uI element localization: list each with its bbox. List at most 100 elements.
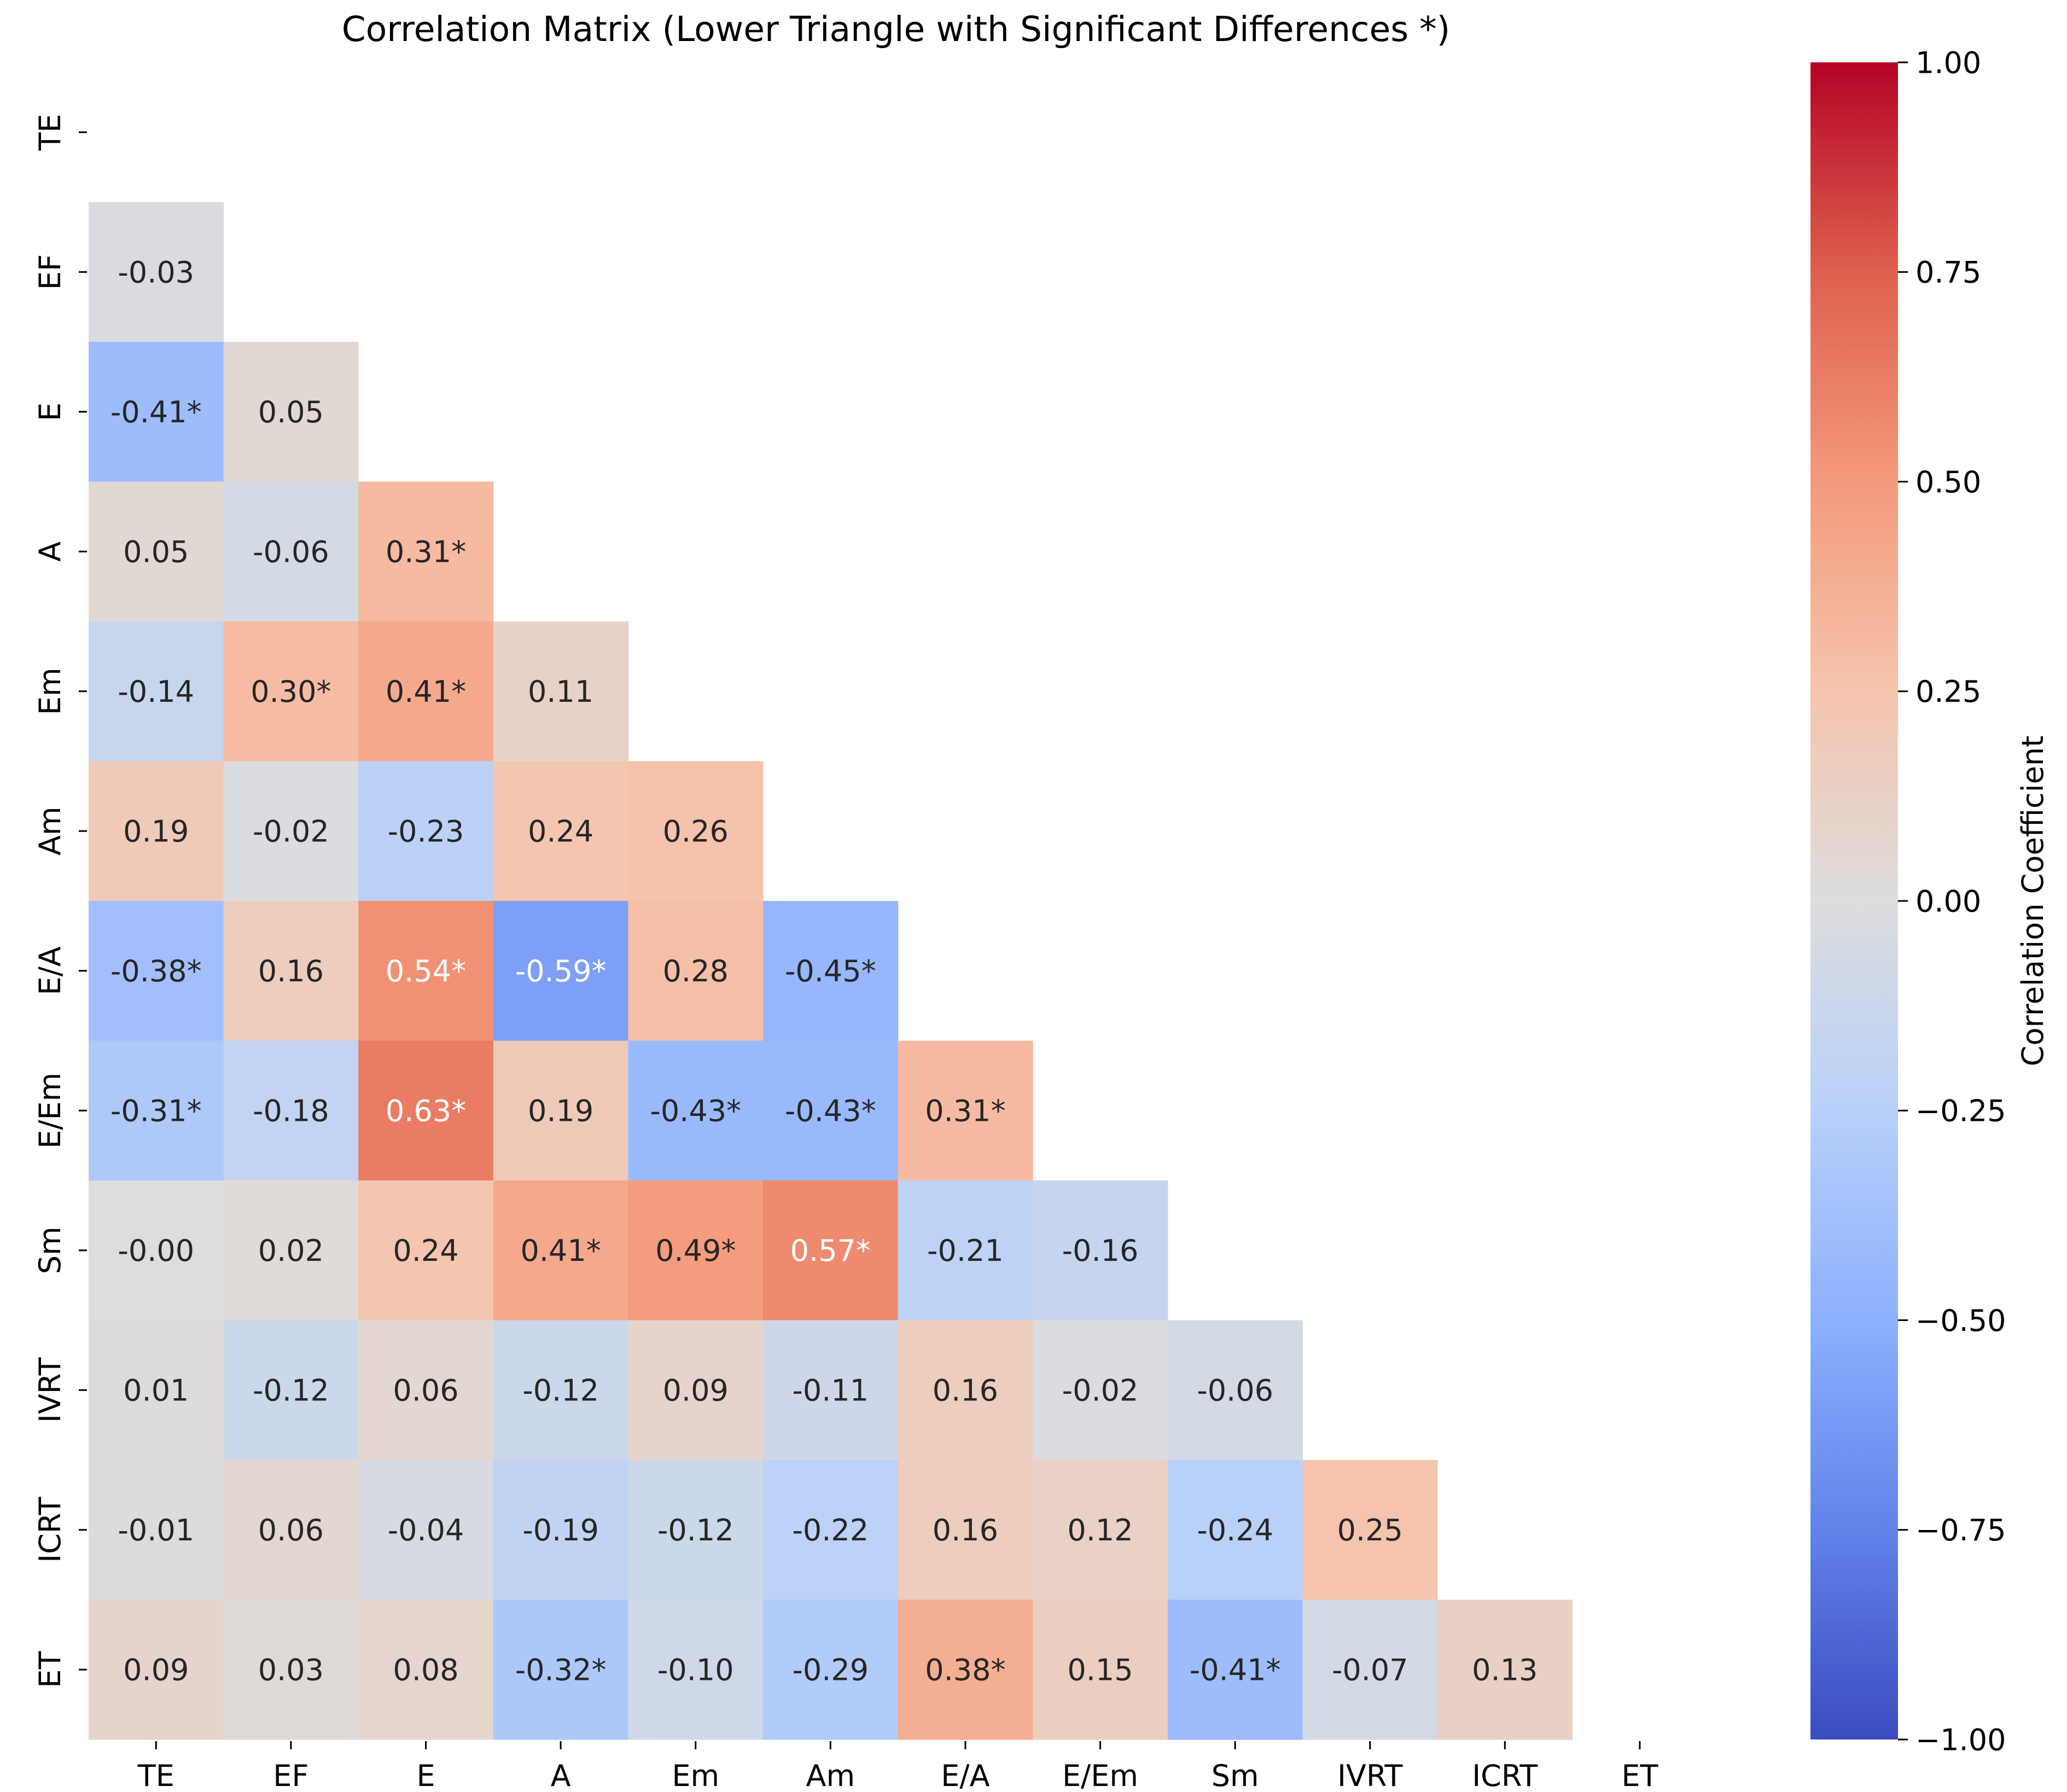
x-tick-label-EF: EF <box>273 1759 308 1792</box>
x-tick-label-A: A <box>551 1759 571 1792</box>
cell-annotation-ICRT-TE: -0.01 <box>118 1513 194 1547</box>
cell-annotation-ICRT-Sm: -0.24 <box>1197 1513 1273 1547</box>
cell-annotation-Am-Em: 0.26 <box>663 814 729 849</box>
heatmap-cell-Sm-E/Em <box>1033 1180 1168 1321</box>
y-axis-tick-labels: TE EF E A Em Am E/A E/Em Sm IVRT ICRT ET <box>33 114 87 1688</box>
heatmap-cell-E/Em-Am <box>763 1040 899 1181</box>
cell-annotation-Am-EF: -0.02 <box>253 814 329 849</box>
cell-annotation-Sm-EF: 0.02 <box>258 1234 324 1268</box>
heatmap-cell-E/A-Am <box>763 901 899 1042</box>
heatmap-cell-E/A-A <box>493 901 628 1042</box>
heatmap-cell-Am-Em <box>628 761 764 901</box>
heatmap-cell-E/Em-E/A <box>898 1040 1033 1181</box>
colorbar-tick-label: −0.25 <box>1915 1094 2006 1128</box>
cell-annotation-E/A-Am: -0.45* <box>785 954 876 988</box>
cell-annotation-E/Em-A: 0.19 <box>528 1094 593 1128</box>
cell-annotation-E-EF: 0.05 <box>258 395 324 429</box>
heatmap-cell-ICRT-Sm <box>1167 1460 1303 1601</box>
x-tick-label-E: E <box>416 1759 435 1792</box>
y-tick-label-Em: Em <box>33 667 67 715</box>
heatmap-cell-E/A-E <box>358 901 494 1042</box>
y-tick-label-ET: ET <box>33 1651 67 1688</box>
colorbar-tick-label: 0.50 <box>1915 465 1981 499</box>
y-tick-label-EF: EF <box>33 254 67 290</box>
heatmap-cell-IVRT-A <box>493 1320 628 1461</box>
y-tick-label-A: A <box>33 542 67 562</box>
heatmap-cell-ET-EF <box>223 1599 359 1740</box>
cell-annotation-ET-EF: 0.03 <box>258 1653 324 1688</box>
heatmap-cell-Sm-Am <box>763 1180 899 1321</box>
cell-annotation-ET-A: -0.32* <box>515 1653 607 1688</box>
heatmap-cell-Sm-TE <box>89 1180 224 1321</box>
x-tick-label-ET: ET <box>1621 1759 1658 1792</box>
y-tick-label-Sm: Sm <box>33 1226 67 1274</box>
chart-title: Correlation Matrix (Lower Triangle with … <box>342 9 1450 49</box>
heatmap-cell-ET-TE <box>89 1599 224 1740</box>
heatmap-cell-IVRT-E/Em <box>1033 1320 1168 1461</box>
y-tick-label-E/Em: E/Em <box>33 1073 67 1149</box>
heatmap-cell-ET-IVRT <box>1302 1599 1438 1740</box>
heatmap-cell-Em-E <box>358 621 494 762</box>
heatmap-cell-IVRT-E/A <box>898 1320 1033 1461</box>
cell-annotation-E/A-A: -0.59* <box>515 954 607 988</box>
y-tick-label-IVRT: IVRT <box>33 1357 67 1423</box>
heatmap-cell-Am-TE <box>89 761 224 901</box>
cell-annotation-IVRT-Am: -0.11 <box>792 1374 869 1408</box>
colorbar-tick-label: −0.75 <box>1915 1513 2006 1547</box>
cell-annotation-ET-Am: -0.29 <box>792 1653 869 1688</box>
heatmap-cell-E/A-EF <box>223 901 359 1042</box>
heatmap-cell-IVRT-Am <box>763 1320 899 1461</box>
cell-annotation-Em-EF: 0.30* <box>251 674 331 709</box>
cell-annotation-ICRT-E/A: 0.16 <box>933 1513 998 1547</box>
heatmap-cell-ICRT-A <box>493 1460 628 1601</box>
cell-annotation-Em-A: 0.11 <box>528 674 593 709</box>
cell-annotation-Am-TE: 0.19 <box>123 814 189 849</box>
cell-annotation-IVRT-EF: -0.12 <box>253 1374 329 1408</box>
heatmap-cell-E-TE <box>89 342 224 482</box>
cell-annotation-E/Em-EF: -0.18 <box>253 1094 329 1128</box>
heatmap-cell-Em-EF <box>223 621 359 762</box>
cell-annotation-ICRT-EF: 0.06 <box>258 1513 324 1547</box>
cell-annotation-Sm-Em: 0.49* <box>655 1234 736 1268</box>
cell-annotation-E/Em-E: 0.63* <box>386 1094 466 1128</box>
heatmap-cell-ET-Em <box>628 1599 764 1740</box>
cell-annotation-E/A-TE: -0.38* <box>110 954 202 988</box>
cell-annotation-IVRT-E: 0.06 <box>393 1374 458 1408</box>
heatmap-cell-E/Em-E <box>358 1040 494 1181</box>
cell-annotation-ET-E/Em: 0.15 <box>1067 1653 1133 1688</box>
cell-annotation-Em-TE: -0.14 <box>118 674 194 709</box>
heatmap-cell-ICRT-E/Em <box>1033 1460 1168 1601</box>
heatmap-cell-Em-TE <box>89 621 224 762</box>
cell-annotation-Sm-E: 0.24 <box>393 1234 458 1268</box>
x-axis-tick-labels: TE EF E A Em Am E/A E/Em Sm IVRT ICRT ET <box>137 1741 1658 1792</box>
heatmap-cell-ICRT-E <box>358 1460 494 1601</box>
cell-annotation-Sm-TE: -0.00 <box>118 1234 194 1268</box>
heatmap-cell-A-EF <box>223 481 359 622</box>
cell-annotation-E/Em-Em: -0.43* <box>650 1094 741 1128</box>
cell-annotation-Sm-E/A: -0.21 <box>927 1234 1004 1268</box>
cell-annotation-A-EF: -0.06 <box>253 535 329 569</box>
heatmap-cell-ET-E/Em <box>1033 1599 1168 1740</box>
cell-annotation-IVRT-A: -0.12 <box>522 1374 599 1408</box>
cell-annotation-ET-IVRT: -0.07 <box>1332 1653 1408 1688</box>
heatmap-cell-E/Em-EF <box>223 1040 359 1181</box>
cell-annotation-IVRT-E/Em: -0.02 <box>1062 1374 1139 1408</box>
cell-annotation-ICRT-IVRT: 0.25 <box>1337 1513 1403 1547</box>
heatmap-cell-IVRT-E <box>358 1320 494 1461</box>
x-tick-label-Am: Am <box>806 1759 855 1792</box>
cell-annotation-ICRT-E/Em: 0.12 <box>1067 1513 1133 1547</box>
heatmap-cell-E/A-TE <box>89 901 224 1042</box>
cell-annotation-E/Em-TE: -0.31* <box>110 1094 202 1128</box>
colorbar-tick-label: −1.00 <box>1915 1723 2006 1757</box>
y-tick-label-E: E <box>33 403 67 421</box>
heatmap-cell-Am-A <box>493 761 628 901</box>
heatmap-cell-ET-E/A <box>898 1599 1033 1740</box>
cell-annotation-Em-E: 0.41* <box>386 674 466 709</box>
cell-annotation-Sm-A: 0.41* <box>520 1234 601 1268</box>
x-tick-label-Sm: Sm <box>1212 1759 1259 1792</box>
cell-annotation-ICRT-Em: -0.12 <box>657 1513 734 1547</box>
cell-annotation-Am-E: -0.23 <box>388 814 464 849</box>
cell-annotation-ET-E: 0.08 <box>393 1653 458 1688</box>
heatmap-cell-E/Em-Em <box>628 1040 764 1181</box>
y-tick-label-ICRT: ICRT <box>33 1497 67 1563</box>
